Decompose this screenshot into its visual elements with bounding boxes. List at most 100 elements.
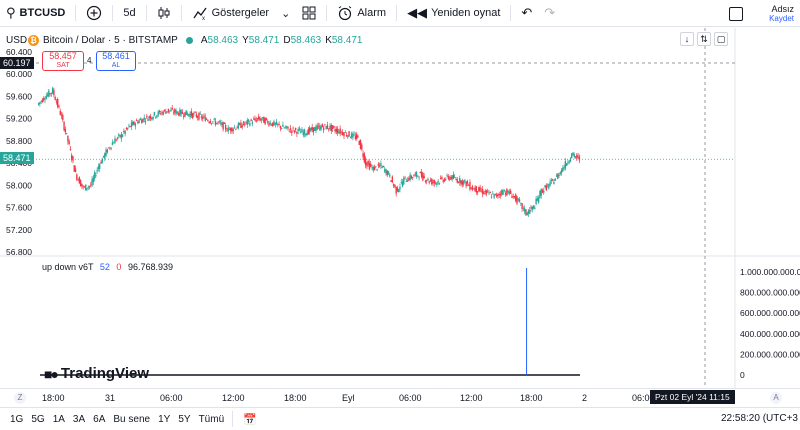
candle-body — [330, 124, 332, 132]
candle-body — [40, 101, 42, 103]
candle-body — [172, 112, 175, 114]
candle-body — [559, 172, 561, 175]
time-tick-label: 31 — [105, 393, 116, 403]
time-axis[interactable]: Z A 18:00 31 06:00 12:00 18:00 Eyl 06:00 12:00 1… — [0, 388, 800, 406]
replay-button[interactable]: ◀◀ Yeniden oynat — [401, 0, 506, 27]
candle-body — [107, 147, 110, 149]
candle-body — [498, 194, 500, 196]
redo-button[interactable]: ↷ — [538, 0, 561, 27]
candle-body — [513, 195, 516, 198]
range-button[interactable]: 3A — [72, 413, 86, 425]
sell-label: SAT — [56, 62, 70, 69]
compare-button[interactable] — [80, 0, 108, 27]
candle-body — [577, 155, 579, 157]
candle-body — [269, 122, 271, 125]
candle-body — [476, 191, 479, 193]
calendar-icon[interactable]: 📅 — [243, 413, 257, 426]
chart-type-button[interactable] — [151, 0, 177, 27]
range-button[interactable]: 1A — [52, 413, 65, 425]
indicators-button[interactable]: x Göstergeler — [186, 0, 275, 27]
candle-body — [88, 186, 91, 187]
candle-body — [348, 131, 350, 137]
arrow-down-icon[interactable]: ↓ — [680, 32, 694, 46]
grid-icon — [302, 6, 316, 20]
auto-scale-icon[interactable]: A — [770, 392, 782, 404]
candle-body — [130, 122, 133, 127]
ohlc-key: K — [325, 34, 332, 46]
candle-body — [382, 165, 385, 167]
candle-body — [123, 131, 125, 132]
candle-body — [59, 110, 61, 115]
interval-button[interactable]: 5d — [117, 0, 141, 27]
candle-body — [64, 128, 67, 133]
candle-body — [142, 118, 144, 122]
candle-body — [62, 114, 64, 120]
candle-body — [273, 121, 275, 126]
candle-body — [110, 147, 112, 149]
alert-button[interactable]: Alarm — [331, 0, 392, 27]
range-button[interactable]: 5Y — [178, 413, 191, 425]
undo-button[interactable]: ↶ — [515, 0, 538, 27]
candle-body — [389, 174, 391, 177]
currency-label: USD — [6, 34, 28, 46]
range-button[interactable]: 1Y — [158, 413, 171, 425]
candle-body — [160, 113, 162, 115]
candle-body — [469, 182, 471, 190]
candle-body — [195, 114, 198, 117]
tv-mark-icon: ■● — [44, 365, 59, 382]
replay-label: Yeniden oynat — [431, 7, 501, 19]
candle-body — [72, 156, 74, 161]
candle-body — [300, 131, 302, 134]
oscillator-legend[interactable]: up down v6T 52 0 96.768.939 — [42, 262, 173, 272]
candle-body — [189, 113, 191, 118]
collapse-icon[interactable]: ⇅ — [697, 32, 711, 46]
candle-body — [567, 162, 569, 164]
candle-body — [522, 207, 525, 209]
ohlc-key: A — [200, 34, 208, 46]
save-layout-button[interactable]: Adsız Kaydet — [769, 4, 800, 24]
fullscreen-square-icon[interactable] — [729, 6, 744, 21]
templates-button[interactable] — [296, 0, 322, 27]
candle-body — [356, 134, 358, 139]
candle-body — [143, 117, 145, 120]
candle-body — [115, 139, 117, 141]
candle-body — [557, 173, 559, 179]
clock[interactable]: 22:58:20 (UTC+3 — [721, 413, 798, 424]
candle-body — [520, 202, 522, 204]
symbol-search[interactable]: ⚲ BTCUSD — [0, 0, 71, 27]
candle-body — [147, 118, 149, 121]
candle-body — [438, 182, 441, 184]
range-button[interactable]: 5G — [31, 413, 45, 425]
candle-body — [305, 133, 307, 136]
sell-button[interactable]: 58.457 SAT — [42, 51, 84, 71]
range-button[interactable]: 1G — [10, 413, 24, 425]
buy-button[interactable]: 58.461 AL — [96, 51, 136, 71]
candle-body — [457, 182, 460, 183]
oscillator-value-3: 96.768.939 — [127, 262, 173, 272]
candle-body — [119, 135, 121, 137]
candle-body — [422, 173, 424, 181]
candle-body — [484, 190, 486, 193]
divider — [396, 5, 398, 21]
candle-body — [92, 177, 95, 183]
maximize-icon[interactable]: ▢ — [714, 32, 728, 46]
candle-body — [452, 174, 455, 179]
symbol-title[interactable]: Bitcoin / Dolar · 5 · BITSTAMP — [43, 34, 178, 46]
candle-body — [111, 142, 114, 145]
zoom-z-icon[interactable]: Z — [14, 392, 26, 404]
layouts-chevron[interactable]: ⌄ — [275, 0, 296, 27]
candle-body — [436, 182, 438, 185]
range-button[interactable]: Tümü — [198, 413, 225, 425]
candle-body — [565, 163, 568, 166]
candle-body — [222, 121, 224, 130]
chart-canvas[interactable]: 60.40060.00059.60059.20058.80058.40058.0… — [0, 28, 800, 388]
range-button[interactable]: 6A — [93, 413, 106, 425]
range-button[interactable]: Bu sene — [113, 413, 151, 425]
time-tick-label: 18:00 — [520, 393, 543, 403]
indicators-label: Göstergeler — [211, 7, 270, 19]
candle-body — [326, 124, 329, 129]
candle-body — [487, 190, 489, 192]
candle-body — [280, 127, 283, 129]
candle-body — [177, 113, 180, 116]
candle-body — [259, 117, 261, 121]
